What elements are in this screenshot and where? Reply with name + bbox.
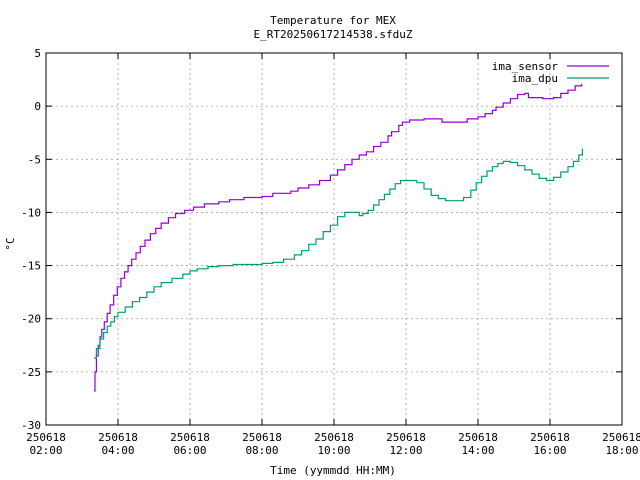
series-layer [93, 83, 583, 392]
tick-layer [45, 52, 623, 426]
y-tick-label: -10 [21, 206, 41, 219]
legend-label-ima-dpu: ima_dpu [512, 72, 558, 85]
x-tick-label-time: 06:00 [173, 444, 206, 457]
label-layer: 50-5-10-15-20-25-3025061802:0025061804:0… [21, 47, 640, 457]
x-tick-label-time: 14:00 [461, 444, 494, 457]
y-tick-label: -30 [21, 419, 41, 432]
chart-title: Temperature for MEX [270, 14, 396, 27]
x-tick-label-date: 250618 [98, 431, 138, 444]
x-tick-label-date: 250618 [26, 431, 66, 444]
grid-layer [46, 53, 622, 425]
chart-subtitle: E_RT20250617214538.sfduZ [254, 28, 413, 41]
x-tick-label-time: 08:00 [245, 444, 278, 457]
x-axis-label: Time (yymmdd HH:MM) [270, 464, 396, 477]
y-tick-label: 5 [34, 47, 41, 60]
x-tick-label-date: 250618 [458, 431, 498, 444]
x-tick-label-date: 250618 [386, 431, 426, 444]
x-tick-label-date: 250618 [530, 431, 570, 444]
y-tick-label: 0 [34, 100, 41, 113]
x-tick-label-time: 12:00 [389, 444, 422, 457]
x-tick-label-date: 250618 [242, 431, 282, 444]
y-tick-label: -25 [21, 366, 41, 379]
x-tick-label-date: 250618 [170, 431, 210, 444]
x-tick-label-date: 250618 [602, 431, 640, 444]
x-tick-label-date: 250618 [314, 431, 354, 444]
x-tick-label-time: 10:00 [317, 444, 350, 457]
y-tick-label: -5 [28, 153, 41, 166]
x-tick-label-time: 02:00 [29, 444, 62, 457]
series-line-ima-sensor [93, 83, 583, 392]
x-tick-label-time: 18:00 [605, 444, 638, 457]
y-axis-label: °C [4, 237, 17, 250]
legend-label-ima-sensor: ima_sensor [492, 60, 559, 73]
x-tick-label-time: 04:00 [101, 444, 134, 457]
series-line-ima-dpu [93, 148, 583, 359]
y-tick-label: -20 [21, 313, 41, 326]
x-tick-label-time: 16:00 [533, 444, 566, 457]
y-tick-label: -15 [21, 260, 41, 273]
